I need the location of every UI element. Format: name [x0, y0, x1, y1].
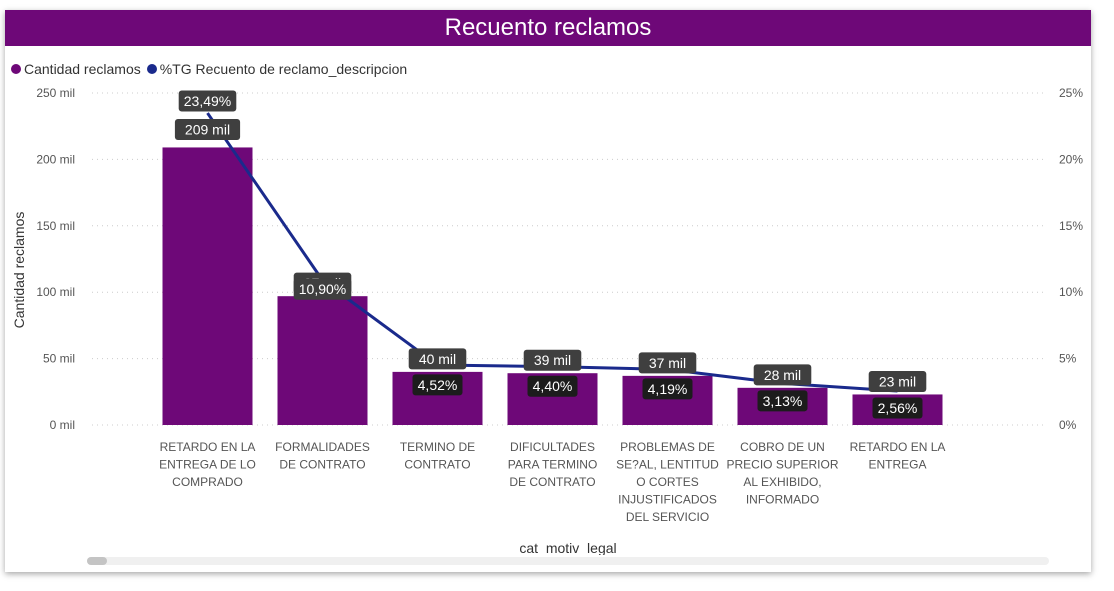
- y-tick-label: 100 mil: [36, 285, 75, 299]
- horizontal-scrollbar[interactable]: [87, 557, 1049, 565]
- y2-tick-label: 20%: [1059, 152, 1083, 166]
- bar-value-label-box: [868, 370, 927, 392]
- scrollbar-thumb[interactable]: [87, 557, 107, 565]
- line-value-label: 4,52%: [418, 377, 458, 393]
- chart-card: Recuento reclamos Cantidad reclamos %TG …: [5, 10, 1091, 572]
- y2-tick-label: 15%: [1059, 219, 1083, 233]
- bar-value-label: 209 mil: [185, 121, 230, 137]
- line-value-label-box: [872, 397, 923, 419]
- y-axis-title: Cantidad reclamos: [11, 212, 27, 329]
- y2-tick-label: 10%: [1059, 285, 1083, 299]
- x-tick-label: RETARDO EN LA ENTREGA: [850, 440, 946, 472]
- line-value-label-box: [293, 278, 352, 300]
- line-value-label-box: [642, 378, 693, 400]
- x-tick-label: FORMALIDADES DE CONTRATO: [275, 440, 370, 472]
- y-tick-label: 0 mil: [50, 418, 75, 432]
- legend-label: Cantidad reclamos: [24, 61, 141, 77]
- line-value-label: 3,13%: [763, 393, 803, 409]
- line-value-label-box: [527, 375, 578, 397]
- x-axis-title: cat_motiv_legal: [519, 540, 616, 555]
- x-tick-label: DIFICULTADES PARA TERMINO DE CONTRATO: [508, 440, 598, 489]
- line-value-label: 2,56%: [878, 400, 918, 416]
- y-tick-label: 50 mil: [43, 352, 75, 366]
- bar-value-label: 40 mil: [419, 351, 456, 367]
- legend-dot-icon: [11, 64, 21, 74]
- line-value-label: 4,19%: [648, 381, 688, 397]
- y2-tick-label: 0%: [1059, 418, 1077, 432]
- legend-item-bars[interactable]: Cantidad reclamos: [11, 61, 141, 77]
- line-value-label: 10,90%: [299, 281, 346, 297]
- bar-value-label: 37 mil: [649, 355, 686, 371]
- bar-value-label-box: [753, 364, 812, 386]
- bar-value-label-box: [523, 349, 582, 371]
- x-tick-label: COBRO DE UN PRECIO SUPERIOR AL EXHIBIDO, IN…: [726, 440, 838, 507]
- line-value-label-box: [757, 390, 808, 412]
- chart-title: Recuento reclamos: [5, 10, 1091, 46]
- legend-label: %TG Recuento de reclamo_descripcion: [159, 61, 408, 77]
- line-value-label-box: [178, 90, 237, 112]
- line-value-label: 23,49%: [184, 93, 231, 109]
- x-tick-label: PROBLEMAS DE SE?AL, LENTITUD O CORTES INJUS…: [616, 440, 719, 524]
- y-tick-label: 200 mil: [36, 152, 75, 166]
- bar-value-label: 39 mil: [534, 352, 571, 368]
- legend-item-line[interactable]: %TG Recuento de reclamo_descripcion: [146, 61, 408, 77]
- line-value-label-box: [412, 374, 463, 396]
- bar[interactable]: [162, 147, 253, 425]
- y2-tick-label: 5%: [1059, 352, 1077, 366]
- bar-value-label-box: [174, 118, 241, 140]
- bar-value-label-box: [408, 348, 467, 370]
- line-value-label: 4,40%: [533, 378, 573, 394]
- legend: Cantidad reclamos %TG Recuento de reclam…: [11, 60, 413, 78]
- y-tick-label: 150 mil: [36, 219, 75, 233]
- bar-value-label: 23 mil: [879, 373, 916, 389]
- y2-tick-label: 25%: [1059, 86, 1083, 100]
- bar-value-label: 28 mil: [764, 367, 801, 383]
- bar[interactable]: [277, 296, 368, 425]
- y-tick-label: 250 mil: [36, 86, 75, 100]
- x-tick-label: RETARDO EN LA ENTREGA DE LO COMPRADO: [159, 440, 256, 489]
- x-tick-label: TERMINO DE CONTRATO: [400, 440, 475, 472]
- legend-dot-icon: [146, 64, 157, 74]
- bar-value-label-box: [638, 352, 697, 374]
